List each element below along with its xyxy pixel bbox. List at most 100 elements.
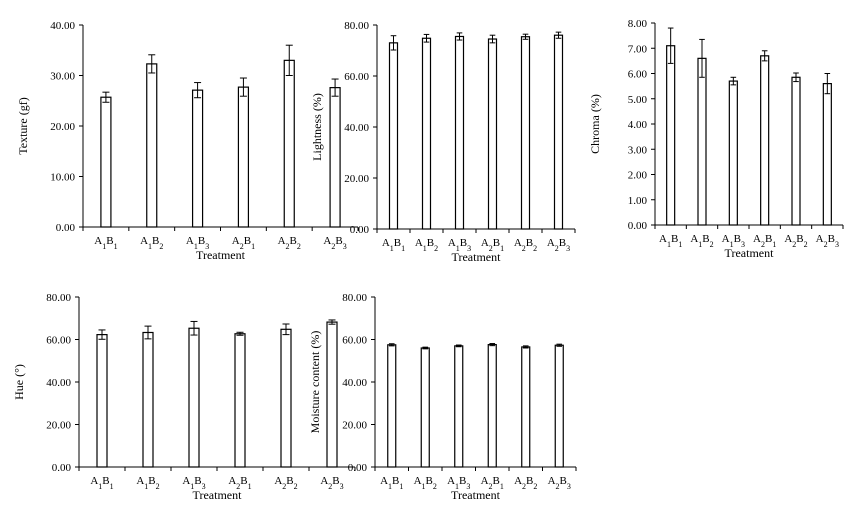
bar-A1B3 <box>191 89 204 228</box>
bar-A2B1 <box>237 86 250 228</box>
bar-A2B3 <box>822 82 832 226</box>
error-bar-A2B1 <box>489 343 496 347</box>
error-bar-A2B1 <box>761 50 768 62</box>
y-axis-title: Texture (gf) <box>16 97 30 154</box>
y-tick-label: 3.00 <box>628 144 648 156</box>
error-bar-A1B1 <box>98 329 106 340</box>
y-tick-label: 20.00 <box>344 173 369 185</box>
error-bar-A1B3 <box>190 320 198 336</box>
y-tick-label: 40.00 <box>344 122 369 134</box>
bar-A2B3 <box>554 344 564 468</box>
category-label-A2B3: A2B3 <box>816 233 839 249</box>
error-bar-A1B1 <box>388 343 395 347</box>
category-label-A2B2: A2B2 <box>514 237 537 253</box>
bar-A2B2 <box>520 36 531 230</box>
bar-A2B2 <box>521 346 531 468</box>
bar-A1B3 <box>454 345 464 468</box>
category-label-A1B2: A1B2 <box>140 235 163 251</box>
chart-panel-5: 0.00 20.00 40.00 60.00 80.00 A1B1 A1B2 A1B3 A2B1… <box>308 292 577 502</box>
y-tick-label: 60.00 <box>342 335 367 347</box>
category-label-A2B1: A2B1 <box>481 237 504 253</box>
y-tick-label: 20.00 <box>46 420 71 432</box>
y-axis-title: Chroma (%) <box>588 94 602 154</box>
y-tick-label: 80.00 <box>344 20 369 32</box>
y-axis-title: Hue (°) <box>12 364 26 400</box>
bar-A2B2 <box>791 76 801 226</box>
bar-A1B2 <box>146 63 158 228</box>
error-bar-A1B2 <box>422 346 429 350</box>
bar-A1B3 <box>728 80 738 226</box>
error-bar-A2B3 <box>331 78 339 97</box>
y-tick-label: 7.00 <box>628 43 648 55</box>
x-axis-title: Treatment <box>196 248 246 262</box>
error-bar-A1B3 <box>194 82 202 99</box>
bar-A1B2 <box>420 347 430 468</box>
y-tick-label: 20.00 <box>50 121 75 133</box>
bar-A2B1 <box>760 55 770 226</box>
y-tick-label: 0.00 <box>350 224 370 236</box>
bar-A2B1 <box>487 38 498 230</box>
y-tick-label: 80.00 <box>342 292 367 304</box>
bar-A1B2 <box>142 331 154 468</box>
bar-A2B2 <box>280 328 292 468</box>
error-bar-A1B3 <box>456 32 463 41</box>
error-bar-A1B3 <box>455 344 462 348</box>
category-label-A1B2: A1B2 <box>690 233 713 249</box>
bar-A1B1 <box>666 45 676 226</box>
x-axis-title: Treatment <box>452 250 502 264</box>
category-label-A2B2: A2B2 <box>514 475 537 491</box>
error-bar-A1B2 <box>423 33 430 43</box>
y-tick-label: 2.00 <box>628 170 648 182</box>
y-tick-label: 1.00 <box>628 195 648 207</box>
category-label-A2B3: A2B3 <box>320 475 343 491</box>
error-bar-A2B2 <box>522 345 529 349</box>
category-label-A1B1: A1B1 <box>382 237 405 253</box>
y-tick-label: 60.00 <box>344 71 369 83</box>
error-bar-A2B1 <box>236 331 244 336</box>
bar-A1B2 <box>697 57 707 226</box>
category-label-A2B2: A2B2 <box>278 235 301 251</box>
y-tick-label: 10.00 <box>50 172 75 184</box>
category-label-A1B3: A1B3 <box>722 233 745 249</box>
category-label-A2B1: A2B1 <box>481 475 504 491</box>
y-tick-label: 30.00 <box>50 71 75 83</box>
error-bar-A2B1 <box>239 77 247 97</box>
error-bar-A1B2 <box>144 325 152 340</box>
y-tick-label: 0.00 <box>56 222 76 234</box>
y-tick-label: 0.00 <box>348 462 368 474</box>
y-tick-label: 6.00 <box>628 69 648 81</box>
category-label-A1B1: A1B1 <box>90 475 113 491</box>
bar-A1B1 <box>387 344 397 468</box>
error-bar-A1B3 <box>730 76 737 86</box>
bar-A1B3 <box>454 35 465 230</box>
category-label-A1B3: A1B3 <box>186 235 209 251</box>
bar-A1B3 <box>188 327 200 468</box>
category-label-A2B3: A2B3 <box>323 235 346 251</box>
error-bar-A2B3 <box>556 343 563 347</box>
category-label-A1B2: A1B2 <box>415 237 438 253</box>
category-label-A1B3: A1B3 <box>448 237 471 253</box>
y-axis-title: Moisture content (%) <box>308 331 322 434</box>
category-label-A2B2: A2B2 <box>784 233 807 249</box>
error-bar-A1B1 <box>667 27 674 64</box>
y-axis-title: Lightness (%) <box>310 93 324 161</box>
x-axis-title: Treatment <box>193 488 243 502</box>
category-label-A1B1: A1B1 <box>94 235 117 251</box>
y-tick-label: 40.00 <box>50 20 75 32</box>
category-label-A1B1: A1B1 <box>380 475 403 491</box>
bar-A1B1 <box>100 96 112 228</box>
y-tick-label: 0.00 <box>52 462 72 474</box>
error-bar-A1B2 <box>699 38 705 78</box>
y-tick-label: 0.00 <box>628 220 648 232</box>
bar-A1B2 <box>421 37 432 230</box>
error-bar-A2B2 <box>282 323 290 336</box>
y-tick-label: 20.00 <box>342 420 367 432</box>
chart-panel-4: 0.00 20.00 40.00 60.00 80.00 A1B1 A1B2 A1B3 A2B1… <box>12 292 356 502</box>
bar-A1B1 <box>388 42 399 230</box>
error-bar-A1B1 <box>390 35 397 51</box>
bar-A2B1 <box>487 344 497 468</box>
bar-A2B1 <box>234 333 246 468</box>
category-label-A2B1: A2B1 <box>228 475 251 491</box>
bar-A2B3 <box>326 321 338 468</box>
